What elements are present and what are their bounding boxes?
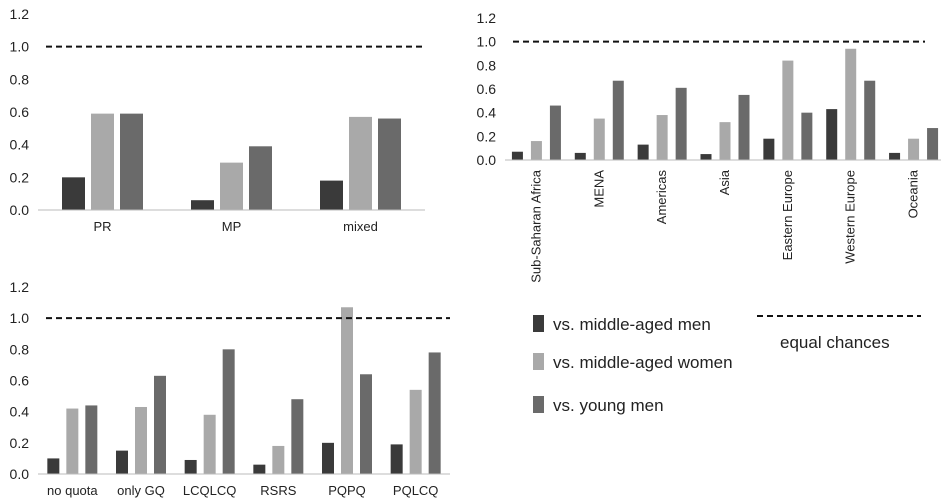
x-tick-label-no-quota: no quota (47, 483, 98, 498)
chart-quota-type: 0.0 0.2 0.4 0.6 0.8 1.0 1.2 no quota only GQ LCQL… (10, 279, 450, 498)
x-tick-label-lcqlcq: LCQLCQ (183, 483, 236, 498)
bar-sub-saharan-africa-middle-aged-men (511, 151, 523, 160)
y-tick-label: 0.6 (10, 104, 30, 120)
bar-eastern-europe-young-men (801, 112, 813, 160)
bar-pqpq-middle-aged-women (341, 307, 353, 474)
bar-rsrs-young-men (291, 399, 304, 474)
y-tick-label: 0.2 (10, 169, 30, 185)
y-tick-label: 1.2 (477, 10, 497, 26)
y-tick-label: 0.0 (477, 152, 497, 168)
bar-eastern-europe-middle-aged-men (763, 138, 775, 160)
bar-asia-young-men (738, 94, 750, 160)
bar-sub-saharan-africa-young-men (549, 105, 561, 160)
bar-western-europe-young-men (864, 80, 876, 160)
bar-lcqlcq-middle-aged-women (203, 414, 216, 474)
y-tick-label: 0.4 (10, 137, 30, 153)
bar-rsrs-middle-aged-men (253, 464, 266, 474)
x-tick-label-pr: PR (93, 219, 111, 234)
bar-mena-middle-aged-women (593, 118, 605, 160)
bar-mp-middle-aged-women (220, 162, 243, 210)
x-tick-label-mena: MENA (591, 170, 606, 208)
bar-asia-middle-aged-men (700, 154, 712, 160)
bar-rsrs-middle-aged-women (272, 445, 285, 474)
legend-label-equal-chances: equal chances (780, 333, 890, 352)
y-tick-label: 0.2 (10, 435, 30, 451)
y-tick-label: 0.8 (10, 71, 30, 87)
bar-sub-saharan-africa-middle-aged-women (530, 141, 542, 160)
legend-label-young-men: vs. young men (553, 396, 664, 415)
bar-only-gq-middle-aged-men (116, 450, 128, 474)
y-tick-label: 0.0 (10, 466, 30, 482)
x-tick-label-oceania: Oceania (906, 169, 921, 218)
bar-lcqlcq-middle-aged-men (184, 459, 197, 474)
y-tick-label: 0.4 (10, 404, 30, 420)
legend-swatch-young-men (533, 396, 544, 413)
y-tick-label: 1.0 (10, 39, 30, 55)
legend-swatch-middle-aged-men (533, 315, 544, 332)
x-tick-label-mixed: mixed (343, 219, 378, 234)
x-tick-label-only-gq: only GQ (117, 483, 165, 498)
bar-only-gq-young-men (154, 375, 166, 474)
bar-no-quota-young-men (85, 405, 98, 474)
y-tick-label: 0.6 (477, 81, 497, 97)
bar-americas-middle-aged-women (656, 115, 668, 160)
bar-oceania-middle-aged-men (889, 152, 901, 160)
bar-pqpq-middle-aged-men (322, 442, 334, 474)
bar-mp-middle-aged-men (191, 200, 214, 210)
bar-mena-middle-aged-men (574, 152, 586, 160)
legend-label-middle-aged-women: vs. middle-aged women (553, 353, 733, 372)
bar-no-quota-middle-aged-men (47, 458, 60, 474)
x-tick-label-americas: Americas (654, 170, 669, 225)
x-tick-label-pqlcq: PQLCQ (393, 483, 439, 498)
y-tick-label: 0.0 (10, 202, 30, 218)
y-tick-label: 1.0 (477, 34, 497, 50)
bar-mixed-young-men (378, 118, 401, 210)
bar-pr-young-men (120, 113, 143, 210)
bar-oceania-middle-aged-women (908, 138, 920, 160)
y-tick-label: 1.2 (10, 279, 30, 295)
y-tick-label: 0.4 (477, 105, 497, 121)
bar-no-quota-middle-aged-women (66, 408, 79, 474)
legend-swatch-middle-aged-women (533, 353, 544, 370)
x-tick-label-asia: Asia (717, 169, 732, 195)
y-tick-label: 0.8 (10, 341, 30, 357)
bar-pqlcq-middle-aged-men (390, 444, 403, 474)
legend-label-middle-aged-men: vs. middle-aged men (553, 315, 711, 334)
bar-pqpq-young-men (360, 374, 372, 474)
bar-pr-middle-aged-men (62, 177, 85, 210)
bar-asia-middle-aged-women (719, 122, 731, 160)
bar-pqlcq-young-men (428, 352, 441, 474)
x-tick-label-mp: MP (222, 219, 242, 234)
x-tick-label-sub-saharan-africa: Sub-Saharan Africa (528, 169, 543, 283)
bar-mp-young-men (249, 146, 272, 210)
x-tick-label-pqpq: PQPQ (328, 483, 366, 498)
bar-americas-middle-aged-men (637, 144, 649, 160)
legend: vs. middle-aged men vs. middle-aged wome… (533, 315, 921, 415)
bar-mixed-middle-aged-women (349, 116, 372, 210)
bar-pr-middle-aged-women (91, 113, 114, 210)
y-tick-label: 0.8 (477, 57, 497, 73)
bar-western-europe-middle-aged-men (826, 109, 838, 160)
bar-oceania-young-men (927, 128, 939, 160)
x-tick-label-rsrs: RSRS (260, 483, 296, 498)
bar-mena-young-men (612, 80, 624, 160)
y-tick-label: 0.2 (477, 128, 497, 144)
bar-mixed-middle-aged-men (320, 180, 343, 210)
bar-eastern-europe-middle-aged-women (782, 60, 794, 160)
y-tick-label: 0.6 (10, 373, 30, 389)
bar-western-europe-middle-aged-women (845, 48, 857, 161)
x-tick-label-western-europe: Western Europe (843, 170, 858, 264)
x-tick-label-eastern-europe: Eastern Europe (780, 170, 795, 260)
bar-americas-young-men (675, 87, 687, 160)
y-tick-label: 1.2 (10, 6, 30, 22)
y-tick-label: 1.0 (10, 310, 30, 326)
chart-region: 0.0 0.2 0.4 0.6 0.8 1.0 1.2 Sub-Saharan Africa M… (477, 10, 941, 283)
bar-lcqlcq-young-men (222, 349, 235, 474)
bar-pqlcq-middle-aged-women (409, 389, 422, 474)
chart-electoral-system: 0.0 0.2 0.4 0.6 0.8 1.0 1.2 PR MP mixed (10, 6, 425, 234)
bar-only-gq-middle-aged-women (135, 406, 147, 474)
